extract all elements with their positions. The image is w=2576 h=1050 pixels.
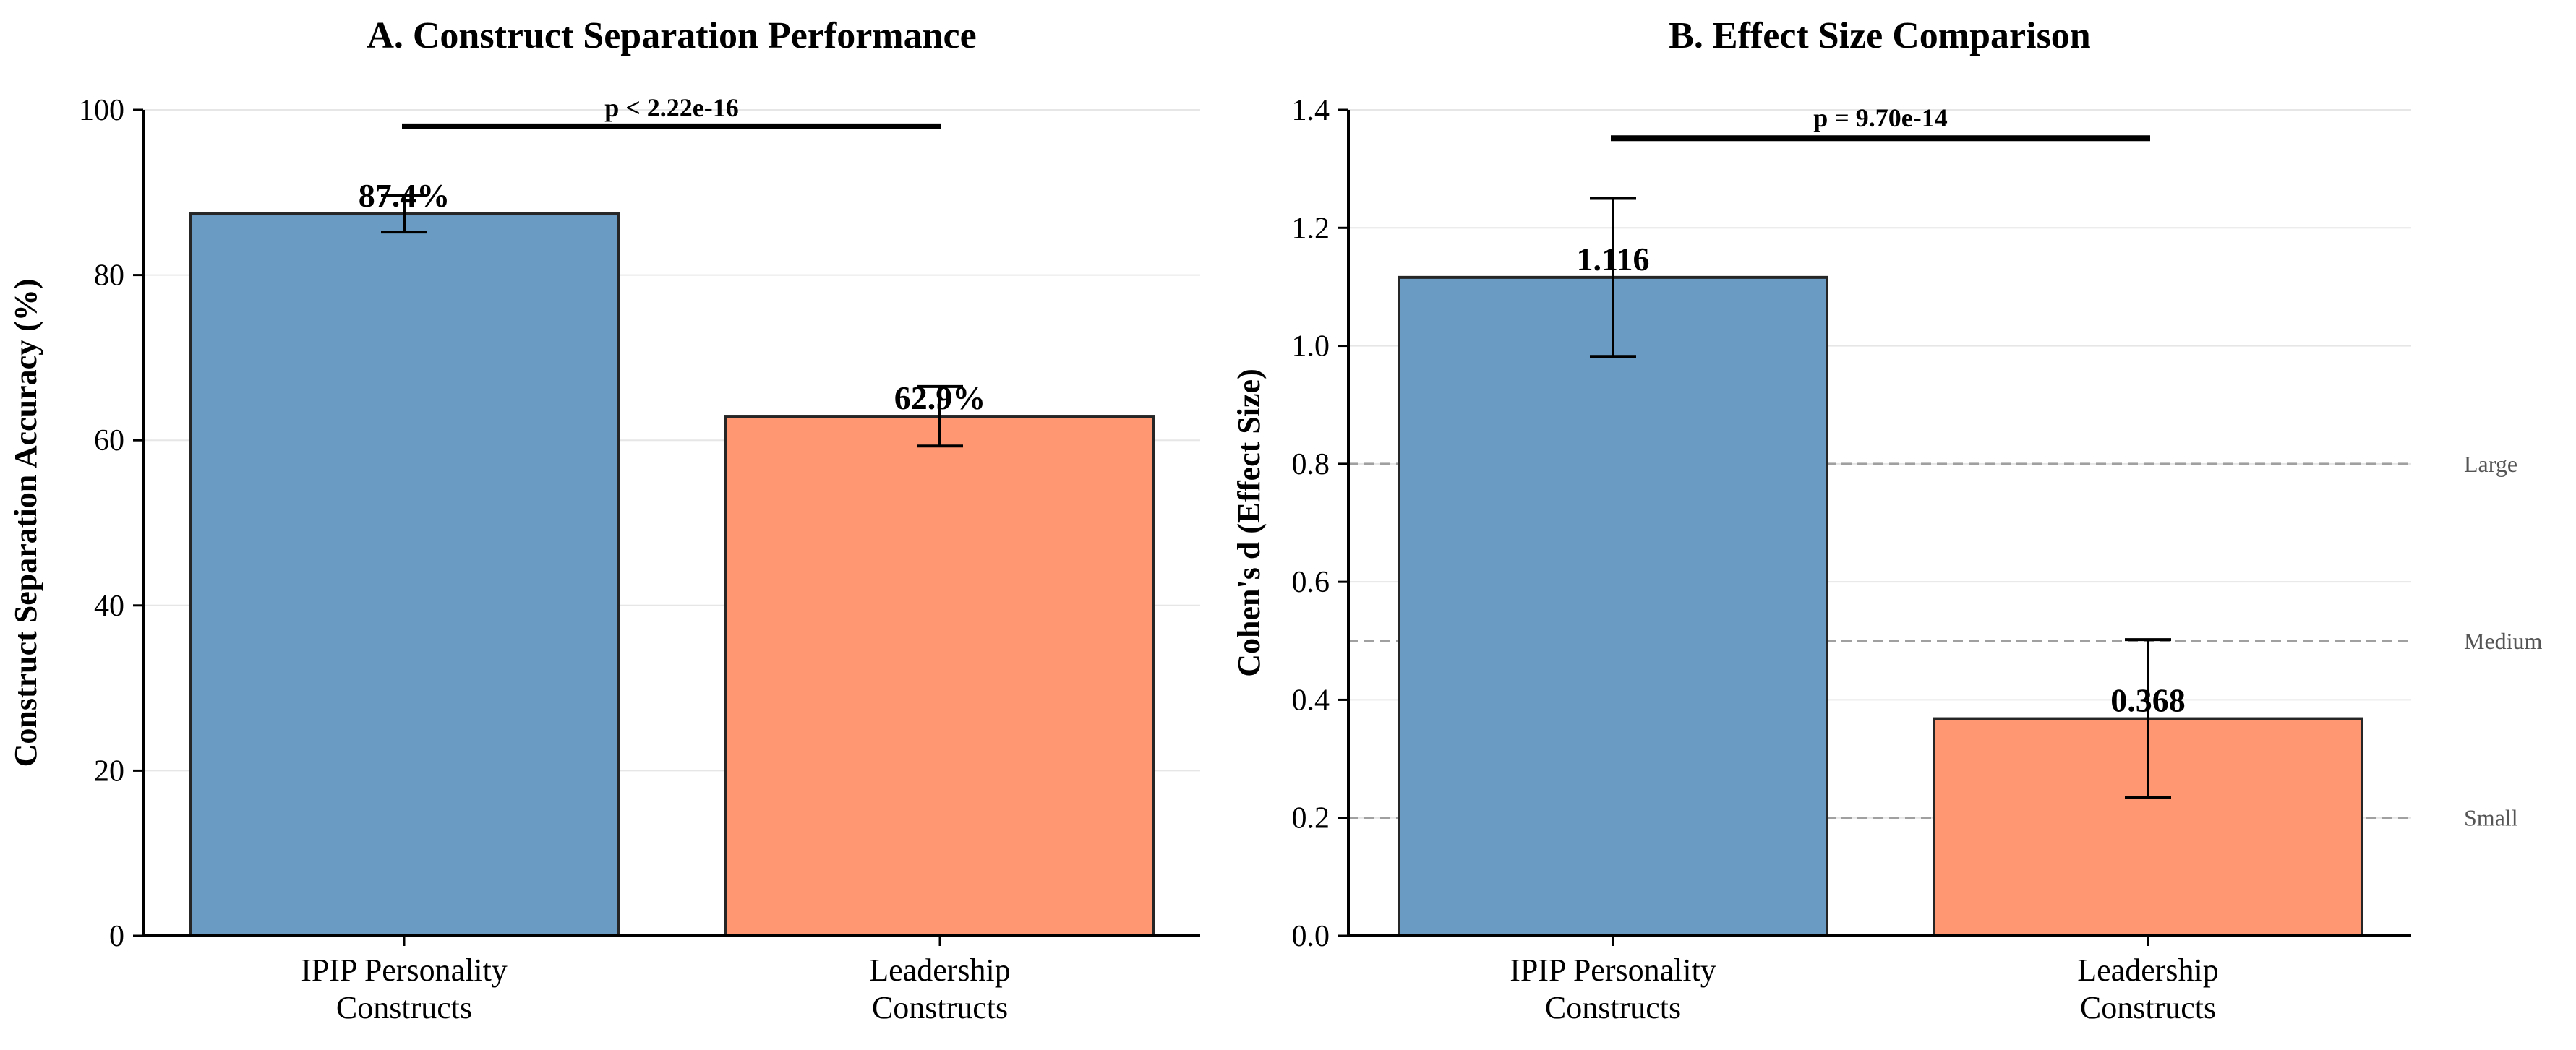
- y-tick-label: 100: [79, 94, 124, 127]
- panel-b: Large Medium Small 1.116 0.368 p = 9.70e-14 0.…: [1231, 15, 2543, 1025]
- significance-label: p = 9.70e-14: [1813, 103, 1948, 132]
- bar: [189, 212, 620, 937]
- y-tick-label: 20: [94, 754, 124, 788]
- y-tick-label: 0.8: [1292, 448, 1330, 481]
- x-tick-label: IPIP Personality Constructs: [1510, 952, 1716, 1025]
- significance-label: p < 2.22e-16: [604, 93, 739, 122]
- y-tick-label: 1.2: [1292, 212, 1330, 245]
- data-label: 87.4%: [359, 177, 450, 214]
- y-tick-label: 1.4: [1292, 94, 1330, 127]
- data-label: 62.9%: [894, 379, 986, 416]
- y-tick-label: 0: [109, 920, 124, 953]
- x-tick-label: Leadership Constructs: [869, 952, 1010, 1025]
- chart-title: B. Effect Size Comparison: [1669, 15, 2091, 56]
- x-tick-label: IPIP Personality Constructs: [301, 952, 508, 1025]
- y-tick-label: 60: [94, 424, 124, 457]
- data-label: 0.368: [2110, 682, 2186, 719]
- y-tick-label: 0.0: [1292, 920, 1330, 953]
- y-tick-label: 0.4: [1292, 684, 1330, 717]
- x-tick-label-line: Constructs: [872, 990, 1008, 1025]
- y-tick-label: 1.0: [1292, 330, 1330, 363]
- y-tick-label: 40: [94, 590, 124, 623]
- x-tick-label-line: Leadership: [2077, 952, 2218, 988]
- reference-label: Small: [2464, 805, 2518, 831]
- reference-label: Medium: [2464, 628, 2543, 654]
- chart-title: A. Construct Separation Performance: [367, 15, 976, 56]
- x-tick-label-line: IPIP Personality: [1510, 952, 1716, 988]
- bar: [724, 415, 1155, 937]
- x-tick-label-line: Leadership: [869, 952, 1010, 988]
- y-tick-label: 0.2: [1292, 802, 1330, 835]
- x-tick-label-line: Constructs: [336, 990, 472, 1025]
- x-tick-label: Leadership Constructs: [2077, 952, 2218, 1025]
- reference-label: Large: [2464, 451, 2517, 477]
- y-tick-label: 0.6: [1292, 566, 1330, 599]
- x-tick-label-line: IPIP Personality: [301, 952, 508, 988]
- x-tick-label-line: Constructs: [1545, 990, 1681, 1025]
- y-axis-label: Cohen's d (Effect Size): [1231, 369, 1267, 677]
- y-axis-label: Construct Separation Accuracy (%): [8, 279, 43, 767]
- panel-a: 87.4% 62.9% p < 2.22e-16 0 20 40 60 80 100 IPIP P…: [8, 15, 1200, 1025]
- y-tick-label: 80: [94, 259, 124, 293]
- bar: [1398, 275, 1828, 937]
- data-label: 1.116: [1577, 241, 1650, 277]
- x-tick-label-line: Constructs: [2080, 990, 2216, 1025]
